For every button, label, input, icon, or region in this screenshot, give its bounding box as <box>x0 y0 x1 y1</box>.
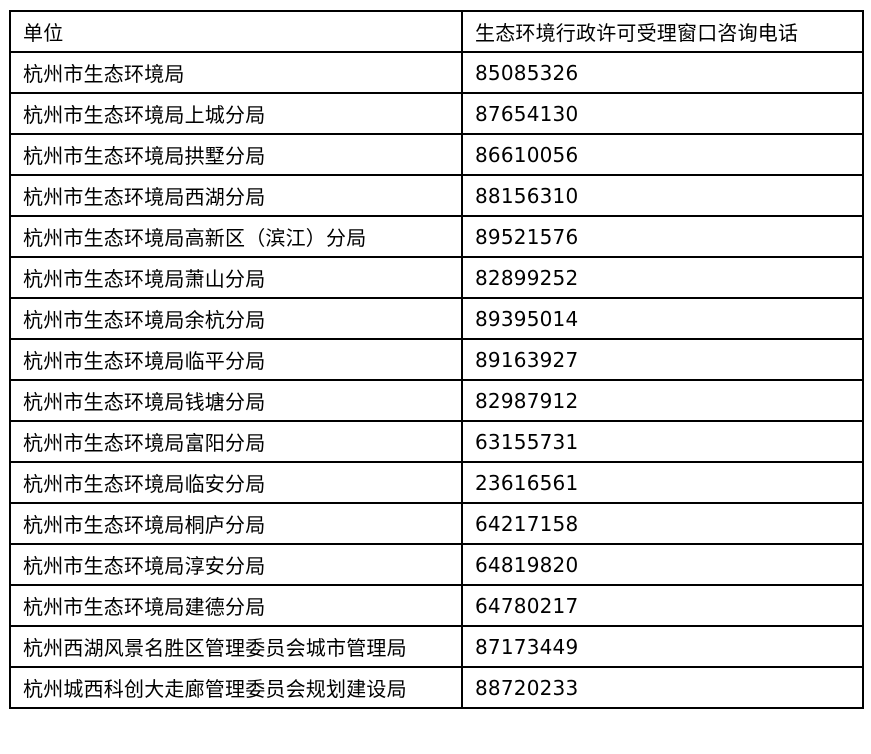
unit-cell: 杭州市生态环境局淳安分局 <box>9 543 463 586</box>
table-row: 杭州市生态环境局高新区（滨江）分局 89521576 <box>9 215 864 258</box>
phone-cell: 64780217 <box>461 584 864 627</box>
phone-cell: 85085326 <box>461 51 864 94</box>
unit-cell: 杭州市生态环境局桐庐分局 <box>9 502 463 545</box>
phone-cell: 64819820 <box>461 543 864 586</box>
phone-cell: 86610056 <box>461 133 864 176</box>
header-row: 单位 生态环境行政许可受理窗口咨询电话 <box>9 10 864 53</box>
unit-cell: 杭州市生态环境局高新区（滨江）分局 <box>9 215 463 258</box>
table-row: 杭州市生态环境局钱塘分局 82987912 <box>9 379 864 422</box>
unit-cell: 杭州市生态环境局 <box>9 51 463 94</box>
unit-cell: 杭州市生态环境局富阳分局 <box>9 420 463 463</box>
unit-cell: 杭州市生态环境局西湖分局 <box>9 174 463 217</box>
phone-column-header: 生态环境行政许可受理窗口咨询电话 <box>461 10 864 53</box>
unit-cell: 杭州市生态环境局萧山分局 <box>9 256 463 299</box>
table-row: 杭州市生态环境局余杭分局 89395014 <box>9 297 864 340</box>
phone-cell: 63155731 <box>461 420 864 463</box>
phone-cell: 64217158 <box>461 502 864 545</box>
table-row: 杭州市生态环境局建德分局 64780217 <box>9 584 864 627</box>
table-row: 杭州市生态环境局临安分局 23616561 <box>9 461 864 504</box>
unit-column-header: 单位 <box>9 10 463 53</box>
unit-cell: 杭州西湖风景名胜区管理委员会城市管理局 <box>9 625 463 668</box>
table-row: 杭州市生态环境局上城分局 87654130 <box>9 92 864 135</box>
phone-cell: 23616561 <box>461 461 864 504</box>
phone-cell: 82987912 <box>461 379 864 422</box>
unit-cell: 杭州市生态环境局上城分局 <box>9 92 463 135</box>
phone-cell: 88720233 <box>461 666 864 709</box>
phone-cell: 87654130 <box>461 92 864 135</box>
table-row: 杭州市生态环境局临平分局 89163927 <box>9 338 864 381</box>
contact-phone-table: 单位 生态环境行政许可受理窗口咨询电话 杭州市生态环境局 85085326 杭州市生… <box>9 10 864 709</box>
table-row: 杭州市生态环境局淳安分局 64819820 <box>9 543 864 586</box>
unit-cell: 杭州市生态环境局建德分局 <box>9 584 463 627</box>
phone-cell: 87173449 <box>461 625 864 668</box>
unit-cell: 杭州市生态环境局钱塘分局 <box>9 379 463 422</box>
unit-cell: 杭州城西科创大走廊管理委员会规划建设局 <box>9 666 463 709</box>
table-row: 杭州市生态环境局西湖分局 88156310 <box>9 174 864 217</box>
phone-cell: 88156310 <box>461 174 864 217</box>
table-row: 杭州市生态环境局富阳分局 63155731 <box>9 420 864 463</box>
phone-cell: 89521576 <box>461 215 864 258</box>
table-body: 杭州市生态环境局 85085326 杭州市生态环境局上城分局 87654130 杭州市生… <box>9 51 864 709</box>
unit-cell: 杭州市生态环境局拱墅分局 <box>9 133 463 176</box>
phone-cell: 82899252 <box>461 256 864 299</box>
table-row: 杭州市生态环境局 85085326 <box>9 51 864 94</box>
unit-cell: 杭州市生态环境局临安分局 <box>9 461 463 504</box>
phone-cell: 89163927 <box>461 338 864 381</box>
table-row: 杭州市生态环境局萧山分局 82899252 <box>9 256 864 299</box>
phone-cell: 89395014 <box>461 297 864 340</box>
table-row: 杭州市生态环境局桐庐分局 64217158 <box>9 502 864 545</box>
table-row: 杭州城西科创大走廊管理委员会规划建设局 88720233 <box>9 666 864 709</box>
unit-cell: 杭州市生态环境局临平分局 <box>9 338 463 381</box>
table-row: 杭州市生态环境局拱墅分局 86610056 <box>9 133 864 176</box>
table-row: 杭州西湖风景名胜区管理委员会城市管理局 87173449 <box>9 625 864 668</box>
unit-cell: 杭州市生态环境局余杭分局 <box>9 297 463 340</box>
